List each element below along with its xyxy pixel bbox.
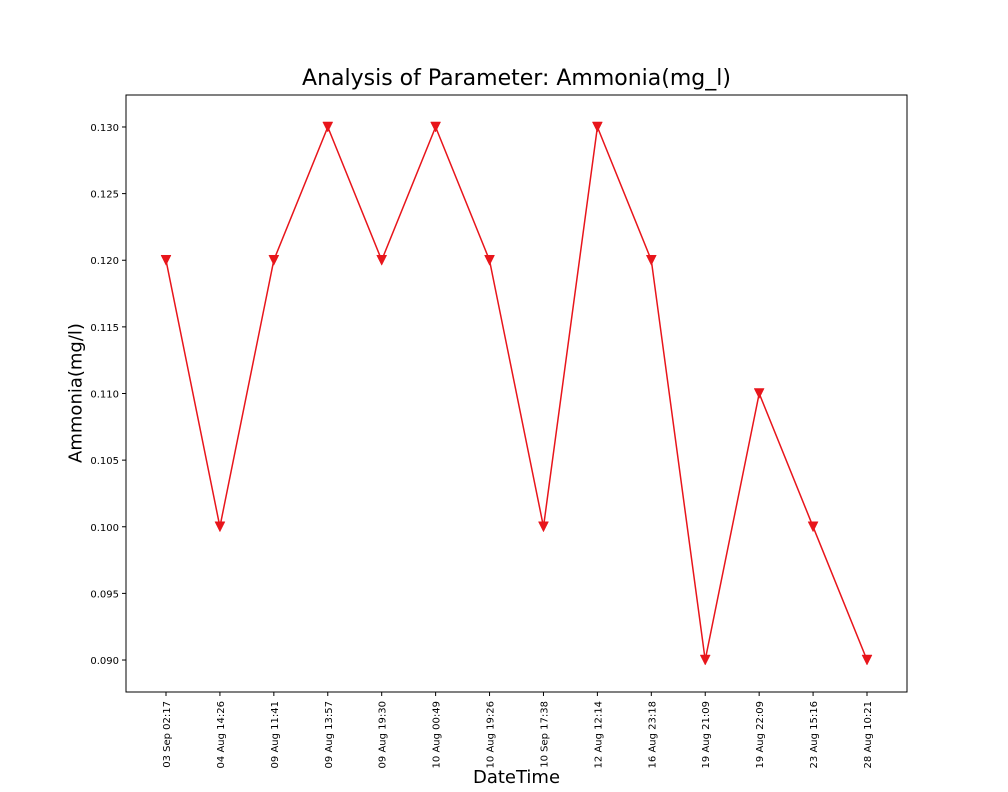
x-tick-label: 03 Sep 02:17: [162, 701, 173, 768]
y-tick-label: 0.115: [90, 323, 119, 334]
chart-title: Analysis of Parameter: Ammonia(mg_l): [302, 66, 731, 91]
data-point: [807, 521, 819, 533]
x-tick-label: 09 Aug 19:30: [378, 701, 389, 768]
y-tick-label: 0.130: [90, 123, 119, 134]
x-tick-label: 12 Aug 12:14: [593, 701, 604, 768]
data-point: [160, 254, 172, 266]
x-tick-label: 09 Aug 11:41: [270, 701, 281, 768]
x-tick-label: 10 Aug 19:26: [486, 701, 497, 768]
y-axis-label: Ammonia(mg/l): [65, 323, 87, 463]
series-line: [165, 124, 868, 661]
y-tick-label: 0.100: [90, 523, 119, 534]
x-tick-label: 28 Aug 10:21: [863, 701, 874, 768]
y-tick-label: 0.120: [90, 256, 119, 267]
y-tick-label: 0.105: [90, 456, 119, 467]
data-point: [591, 121, 603, 133]
y-tick-label: 0.110: [90, 390, 119, 401]
data-point: [268, 254, 280, 266]
data-point: [430, 121, 442, 133]
y-tick-label: 0.090: [90, 656, 119, 667]
data-point: [861, 654, 873, 666]
data-point: [214, 521, 226, 533]
x-tick-label: 10 Sep 17:38: [539, 701, 550, 768]
x-tick-label: 04 Aug 14:26: [216, 701, 227, 768]
data-point: [538, 521, 549, 533]
x-tick-label: 19 Aug 21:09: [701, 701, 712, 768]
x-tick-label: 09 Aug 13:57: [324, 701, 335, 768]
data-point: [699, 654, 711, 666]
data-point: [484, 254, 495, 266]
x-tick-label: 23 Aug 15:16: [809, 701, 820, 768]
data-point: [322, 121, 334, 133]
data-point: [376, 254, 388, 266]
x-tick-label: 10 Aug 00:49: [432, 701, 443, 768]
data-point: [753, 388, 765, 400]
x-tick-label: 16 Aug 23:18: [647, 701, 658, 768]
y-tick-label: 0.125: [90, 190, 119, 201]
data-point: [645, 254, 657, 266]
y-tick-label: 0.095: [90, 589, 119, 600]
x-tick-label: 19 Aug 22:09: [755, 701, 766, 768]
x-axis-label: DateTime: [472, 767, 561, 788]
